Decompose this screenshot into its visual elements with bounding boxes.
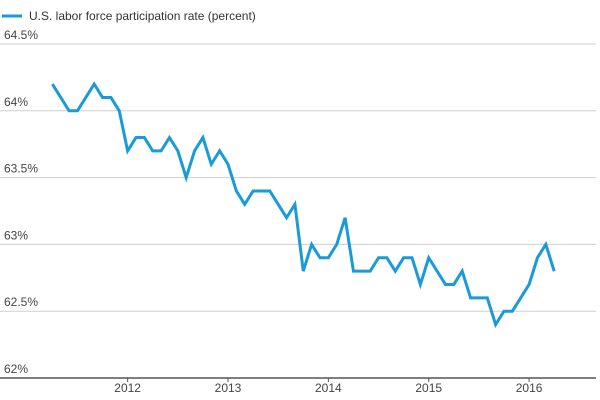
series-layer bbox=[51, 81, 556, 329]
x-axis-ticks: 2012 2013 2014 2015 2016 bbox=[114, 378, 543, 395]
x-tick-label: 2014 bbox=[315, 381, 342, 395]
y-tick-label: 64.5% bbox=[4, 28, 38, 42]
x-tick-label: 2013 bbox=[215, 381, 242, 395]
y-axis-ticks: 62% 62.5% 63% 63.5% 64% 64.5% bbox=[4, 28, 38, 376]
y-tick-label: 62.5% bbox=[4, 295, 38, 309]
legend-label: U.S. labor force participation rate (per… bbox=[29, 9, 256, 23]
x-tick-label: 2015 bbox=[415, 381, 442, 395]
y-tick-label: 64% bbox=[4, 95, 28, 109]
legend: U.S. labor force participation rate (per… bbox=[2, 9, 256, 23]
y-tick-label: 62% bbox=[4, 362, 28, 376]
y-tick-label: 63% bbox=[4, 228, 28, 242]
x-tick-label: 2012 bbox=[114, 381, 141, 395]
series-line bbox=[51, 81, 556, 329]
gridlines bbox=[0, 43, 596, 379]
y-tick-label: 63.5% bbox=[4, 162, 38, 176]
x-tick-label: 2016 bbox=[516, 381, 543, 395]
